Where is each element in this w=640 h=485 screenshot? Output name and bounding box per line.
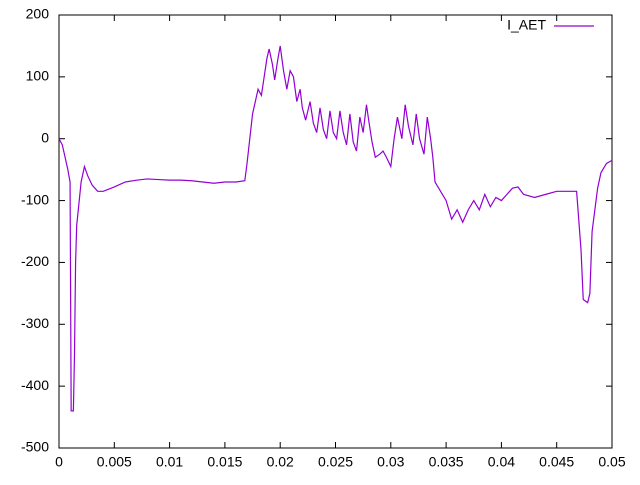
x-tick-label: 0.015 [207,454,242,470]
y-tick-label: -400 [21,377,49,393]
x-tick-label: 0.01 [156,454,183,470]
x-tick-label: 0.02 [267,454,294,470]
x-tick-label: 0.025 [318,454,353,470]
legend-label: I_AET [507,17,546,33]
x-tick-label: 0.05 [598,454,625,470]
x-tick-label: 0.005 [97,454,132,470]
y-tick-label: -300 [21,315,49,331]
y-tick-label: 200 [26,6,50,22]
x-tick-label: 0 [55,454,63,470]
y-tick-label: -100 [21,191,49,207]
x-tick-label: 0.03 [377,454,404,470]
x-tick-label: 0.035 [429,454,464,470]
line [58,45,613,412]
y-tick-label: 100 [26,68,50,84]
y-tick-label: -200 [21,253,49,269]
x-tick-label: 0.045 [539,454,574,470]
plot-border [58,14,613,449]
y-tick-label: 0 [41,129,49,145]
x-tick-label: 0.04 [488,454,515,470]
y-tick-label: -500 [21,439,49,455]
